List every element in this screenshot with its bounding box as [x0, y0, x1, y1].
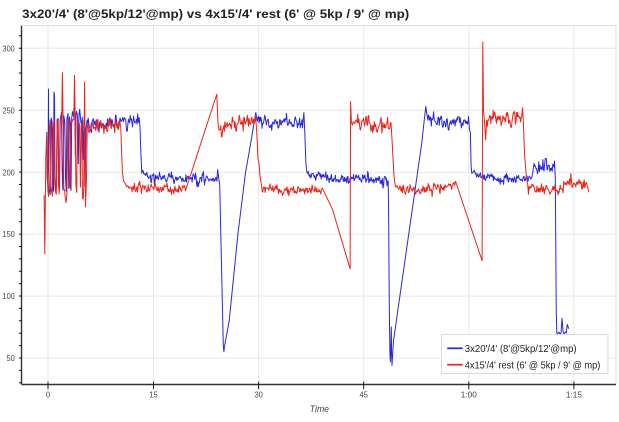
svg-text:1:15: 1:15: [566, 389, 582, 399]
svg-text:30: 30: [254, 389, 263, 399]
svg-text:200: 200: [3, 167, 16, 177]
svg-text:150: 150: [3, 229, 16, 239]
svg-text:50: 50: [7, 353, 16, 363]
svg-text:300: 300: [3, 43, 16, 53]
svg-text:4x15'/4' rest (6' @ 5kp / 9' @: 4x15'/4' rest (6' @ 5kp / 9' @ mp): [465, 360, 601, 371]
svg-text:45: 45: [360, 389, 369, 399]
svg-text:3x20'/4' (8'@5kp/12'@mp): 3x20'/4' (8'@5kp/12'@mp): [465, 344, 577, 355]
svg-text:15: 15: [149, 389, 158, 399]
svg-text:3x20'/4' (8'@5kp/12'@mp) vs 4x: 3x20'/4' (8'@5kp/12'@mp) vs 4x15'/4' res…: [22, 8, 409, 21]
svg-text:100: 100: [3, 291, 16, 301]
svg-text:Time: Time: [310, 404, 329, 414]
svg-text:0: 0: [46, 389, 51, 399]
svg-text:1:00: 1:00: [461, 389, 477, 399]
svg-text:250: 250: [3, 105, 16, 115]
